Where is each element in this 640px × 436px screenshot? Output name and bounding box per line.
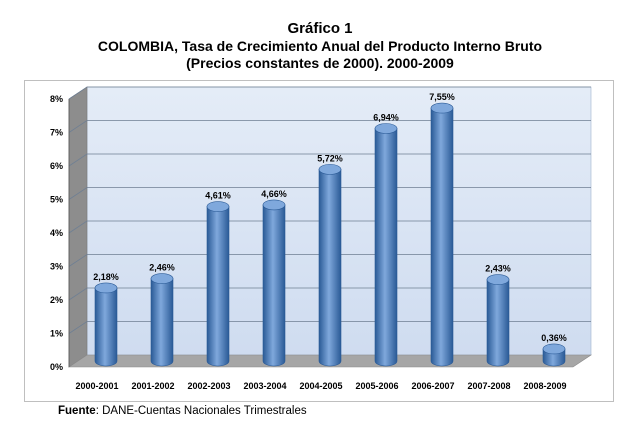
bar-top-2001-2002 bbox=[150, 273, 174, 284]
gridline bbox=[68, 120, 591, 133]
bar-chart: 0% 1% 2% 3% 4% 5% 6% 7% 8% 2,18% 2000-2001 2,46% 200… bbox=[50, 86, 592, 391]
chart-title: Gráfico 1 bbox=[287, 20, 353, 37]
chart-subtitle-line1: COLOMBIA, Tasa de Crecimiento Anual del … bbox=[97, 38, 543, 54]
gridline bbox=[68, 153, 591, 167]
gridline bbox=[68, 86, 591, 100]
x-tick-label: 2003-2004 bbox=[243, 381, 286, 391]
bar-top-2002-2003 bbox=[206, 201, 230, 212]
data-label: 2,46% bbox=[149, 263, 175, 273]
data-label: 2,43% bbox=[485, 264, 511, 274]
x-tick-label: 2004-2005 bbox=[299, 381, 342, 391]
bar-2004-2005 bbox=[318, 169, 342, 367]
bar-top-2005-2006 bbox=[374, 123, 398, 134]
source-label: Fuente bbox=[58, 405, 96, 417]
data-label: 2,18% bbox=[93, 272, 119, 282]
bar-top-2008-2009 bbox=[542, 343, 566, 355]
gridline bbox=[68, 254, 591, 267]
bar-top-2007-2008 bbox=[486, 274, 510, 285]
y-tick-label: 0% bbox=[50, 362, 63, 372]
data-label: 4,66% bbox=[261, 189, 287, 199]
bar-top-2006-2007 bbox=[430, 102, 454, 114]
bar-top-2003-2004 bbox=[262, 199, 286, 211]
source-note: Fuente: DANE-Cuentas Nacionales Trimestr… bbox=[58, 405, 307, 417]
y-tick-label: 1% bbox=[50, 329, 63, 339]
y-tick-label: 2% bbox=[50, 295, 63, 305]
y-tick-label: 3% bbox=[50, 262, 63, 272]
bar-2002-2003 bbox=[206, 206, 230, 367]
x-tick-label: 2008-2009 bbox=[523, 381, 566, 391]
gridline bbox=[68, 287, 591, 301]
chart-subtitle-line2: (Precios constantes de 2000). 2000-2009 bbox=[186, 55, 454, 71]
bar-2006-2007 bbox=[430, 107, 454, 367]
bar-2001-2002 bbox=[150, 278, 174, 367]
data-label: 6,94% bbox=[373, 113, 399, 123]
bar-2003-2004 bbox=[262, 204, 286, 367]
data-label: 0,36% bbox=[541, 333, 567, 343]
gridline bbox=[68, 220, 591, 234]
bar-top-2004-2005 bbox=[318, 164, 342, 175]
x-tick-label: 2005-2006 bbox=[355, 381, 398, 391]
gridline bbox=[68, 187, 591, 200]
x-tick-label: 2000-2001 bbox=[75, 381, 118, 391]
bar-2007-2008 bbox=[486, 279, 510, 367]
data-label: 7,55% bbox=[429, 92, 455, 102]
x-tick-label: 2001-2002 bbox=[131, 381, 174, 391]
chart-frame: 0% 1% 2% 3% 4% 5% 6% 7% 8% 2,18% 2000-2001 2,46% 200… bbox=[24, 80, 614, 402]
bar-2000-2001 bbox=[94, 287, 118, 367]
y-tick-label: 4% bbox=[50, 228, 63, 238]
bar-2005-2006 bbox=[374, 128, 398, 367]
y-tick-label: 5% bbox=[50, 195, 63, 205]
x-tick-label: 2006-2007 bbox=[411, 381, 454, 391]
bar-top-2000-2001 bbox=[94, 282, 118, 294]
x-tick-label: 2007-2008 bbox=[467, 381, 510, 391]
data-label: 5,72% bbox=[317, 153, 343, 163]
x-tick-label: 2002-2003 bbox=[187, 381, 230, 391]
gridline bbox=[68, 321, 591, 334]
y-tick-label: 6% bbox=[50, 161, 63, 171]
y-tick-label: 7% bbox=[50, 128, 63, 138]
source-text: : DANE-Cuentas Nacionales Trimestrales bbox=[95, 405, 307, 417]
y-tick-label: 8% bbox=[50, 94, 63, 104]
data-label: 4,61% bbox=[205, 191, 231, 201]
